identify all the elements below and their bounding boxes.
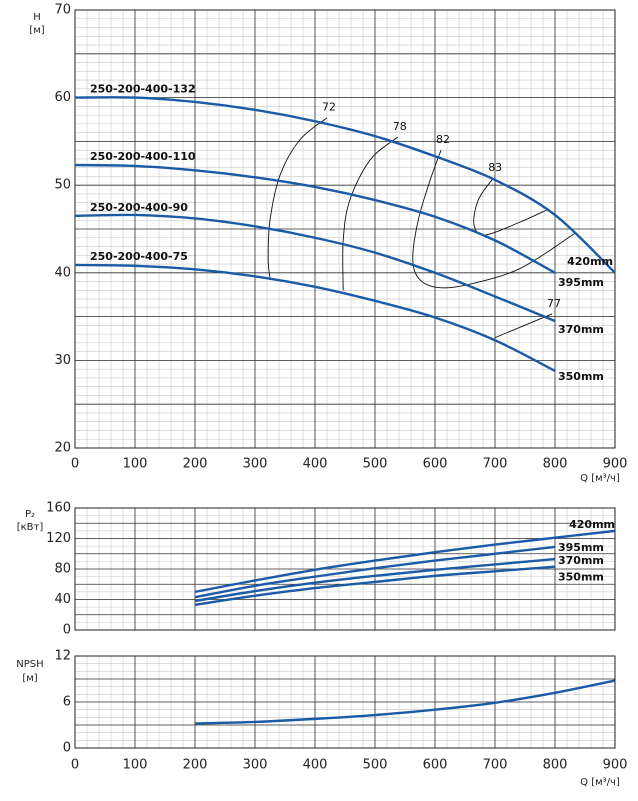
x-tick-label: 500 — [363, 457, 388, 472]
x-axis-label: Q [м³/ч] — [580, 473, 620, 484]
x-tick-label: 800 — [543, 758, 568, 773]
efficiency-contour — [342, 136, 399, 291]
x-axis-label: Q [м³/ч] — [580, 777, 620, 788]
impeller-label: 370mm — [558, 323, 604, 336]
efficiency-label: 77 — [547, 297, 561, 310]
x-tick-label: 400 — [303, 758, 328, 773]
y-tick-label: 60 — [54, 90, 71, 105]
model-label: 250-200-400-75 — [90, 250, 188, 263]
model-label: 250-200-400-132 — [90, 83, 196, 96]
x-tick-label: 100 — [123, 758, 148, 773]
plot-frame — [74, 655, 616, 749]
impeller-label: 395mm — [558, 276, 604, 289]
y-tick-label: 120 — [46, 531, 71, 546]
y-tick-label: 50 — [54, 178, 71, 193]
x-tick-label: 100 — [123, 457, 148, 472]
y-axis-label: H — [33, 12, 41, 23]
efficiency-label: 82 — [436, 133, 450, 146]
impeller-label: 350mm — [558, 571, 604, 584]
x-tick-label: 300 — [243, 457, 268, 472]
impeller-label: 420mm — [567, 255, 613, 268]
y-tick-label: 6 — [63, 695, 71, 710]
y-axis-label: [м] — [22, 673, 37, 684]
efficiency-contour — [494, 313, 553, 339]
curve — [194, 565, 556, 607]
model-label: 250-200-400-110 — [90, 150, 196, 163]
y-tick-label: 0 — [63, 623, 71, 638]
impeller-label: 395mm — [558, 541, 604, 554]
y-tick-label: 40 — [54, 592, 71, 607]
y-tick-label: 20 — [54, 441, 71, 456]
efficiency-contour — [412, 150, 576, 289]
y-axis-label: NPSH — [16, 659, 43, 670]
curve — [74, 163, 556, 274]
y-tick-label: 40 — [54, 265, 71, 280]
x-tick-label: 400 — [303, 457, 328, 472]
impeller-label: 370mm — [558, 554, 604, 567]
x-tick-label: 700 — [483, 457, 508, 472]
x-tick-label: 500 — [363, 758, 388, 773]
curve — [194, 545, 556, 599]
x-tick-label: 200 — [183, 758, 208, 773]
x-tick-label: 600 — [423, 457, 448, 472]
x-tick-label: 0 — [71, 457, 79, 472]
y-tick-label: 12 — [54, 649, 71, 664]
x-tick-label: 700 — [483, 758, 508, 773]
efficiency-label: 72 — [322, 101, 336, 114]
plot-frame — [74, 507, 616, 631]
y-axis-label: P₂ — [25, 509, 35, 520]
x-tick-label: 800 — [543, 457, 568, 472]
model-label: 250-200-400-90 — [90, 201, 188, 214]
curve — [74, 96, 616, 274]
y-tick-label: 70 — [54, 3, 71, 18]
curve — [194, 529, 616, 594]
curve — [194, 557, 556, 603]
x-tick-label: 300 — [243, 758, 268, 773]
x-tick-label: 900 — [603, 758, 628, 773]
x-tick-label: 200 — [183, 457, 208, 472]
x-tick-label: 0 — [71, 758, 79, 773]
y-tick-label: 160 — [46, 501, 71, 516]
x-tick-label: 600 — [423, 758, 448, 773]
efficiency-label: 83 — [488, 161, 502, 174]
y-tick-label: 0 — [63, 741, 71, 756]
y-axis-label: [м] — [29, 25, 44, 36]
y-tick-label: 80 — [54, 562, 71, 577]
y-axis-label: [кВт] — [17, 522, 44, 533]
curve — [74, 213, 556, 323]
plot-frame — [74, 9, 616, 449]
impeller-label: 420mm — [569, 518, 615, 531]
curve — [194, 679, 616, 725]
x-tick-label: 900 — [603, 457, 628, 472]
impeller-label: 350mm — [558, 370, 604, 383]
curve — [74, 263, 556, 372]
y-tick-label: 30 — [54, 353, 71, 368]
efficiency-contour — [267, 117, 328, 279]
efficiency-label: 78 — [393, 120, 407, 133]
